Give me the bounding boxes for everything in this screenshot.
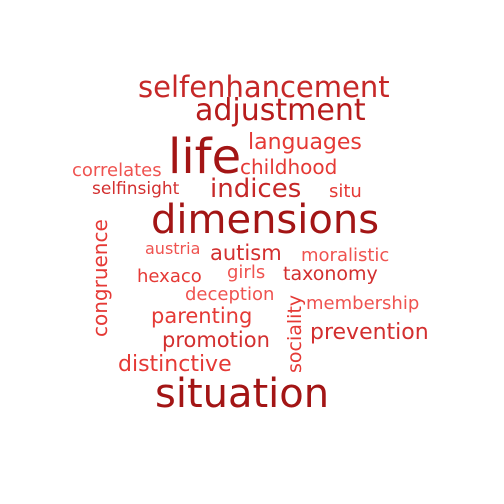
word-dimensions: dimensions xyxy=(151,197,380,243)
word-correlates: correlates xyxy=(72,160,162,181)
word-adjustment: adjustment xyxy=(195,93,366,128)
word-promotion: promotion xyxy=(162,328,270,352)
word-parenting: parenting xyxy=(151,304,253,328)
word-selfinsight: selfinsight xyxy=(92,179,180,199)
word-life: life xyxy=(168,129,242,185)
word-indices: indices xyxy=(210,174,302,204)
word-childhood: childhood xyxy=(240,155,338,179)
word-girls: girls xyxy=(227,262,266,283)
word-taxonomy: taxonomy xyxy=(283,263,378,285)
word-prevention: prevention xyxy=(310,320,429,345)
word-languages: languages xyxy=(248,130,362,155)
word-selfenhancement: selfenhancement xyxy=(138,70,390,104)
word-moralistic: moralistic xyxy=(301,245,390,266)
word-autism: autism xyxy=(210,241,282,265)
word-situ: situ xyxy=(329,181,362,202)
word-deception: deception xyxy=(185,284,275,305)
word-hexaco: hexaco xyxy=(137,266,202,287)
word-situation: situation xyxy=(155,371,330,417)
word-sociality: sociality xyxy=(284,294,306,373)
word-congruence: congruence xyxy=(88,219,112,337)
word-austria: austria xyxy=(145,239,201,258)
word-distinctive: distinctive xyxy=(118,352,232,377)
word-membership: membership xyxy=(306,293,420,314)
